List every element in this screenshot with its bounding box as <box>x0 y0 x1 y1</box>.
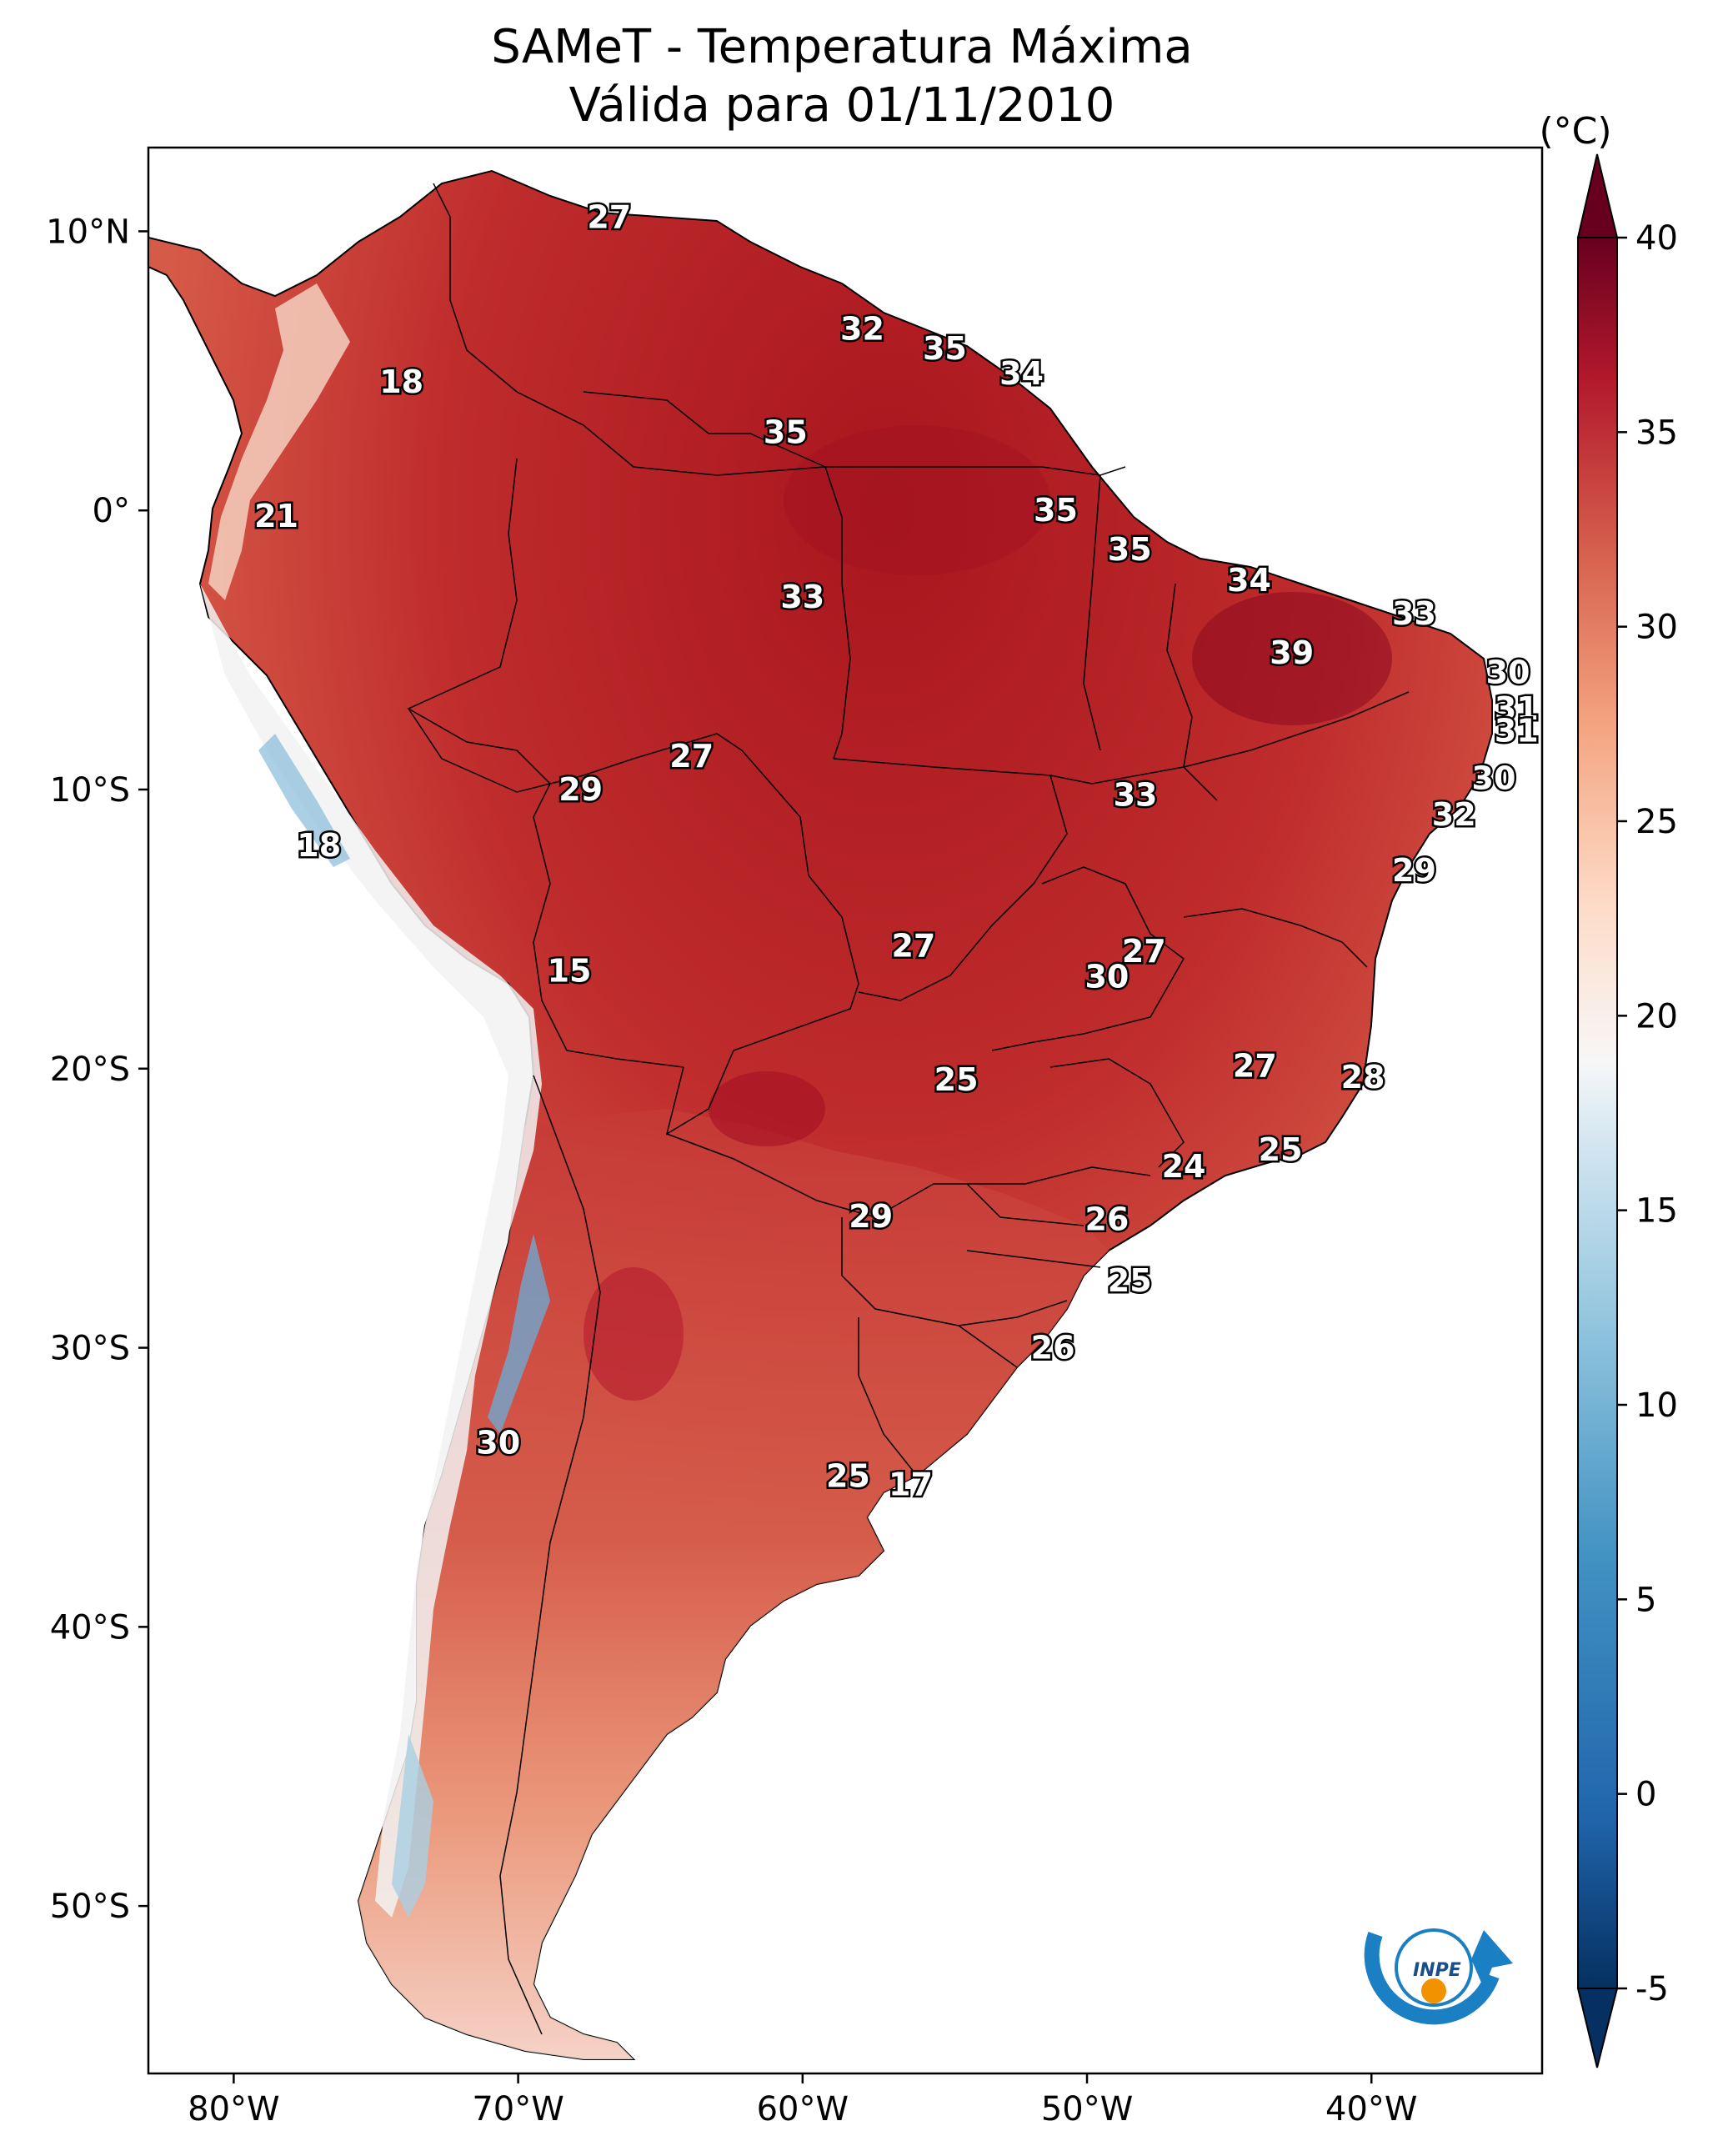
lon-tick-label: 80°W <box>188 2090 279 2128</box>
lat-tick-label: 50°S <box>50 1888 130 1926</box>
colorbar-tick-label: 5 <box>1635 1581 1656 1619</box>
lon-tick-label: 50°W <box>1041 2090 1133 2128</box>
country-borders <box>407 183 1410 2035</box>
city-temperature-label: 27 <box>1233 1047 1277 1084</box>
city-temperature-label: 25 <box>1259 1131 1303 1168</box>
city-temperature-label: 35 <box>1034 492 1078 529</box>
city-temperature-label: 25 <box>1108 1262 1152 1299</box>
colorbar-unit: (°C) <box>1539 110 1611 153</box>
colorbar-bottom-extend <box>1576 1988 1619 2068</box>
lat-tick-label: 40°S <box>50 1608 130 1647</box>
map-title: SAMeT - Temperatura Máxima Válida para 0… <box>0 18 1684 135</box>
lon-tick-label: 40°W <box>1325 2090 1417 2128</box>
city-temperature-label: 34 <box>999 355 1044 392</box>
city-temperature-label: 24 <box>1162 1148 1206 1185</box>
colorbar-tick-label: 15 <box>1635 1192 1678 1231</box>
city-temperature-label: 33 <box>1392 595 1436 632</box>
city-temperature-label: 21 <box>254 498 298 534</box>
city-temperature-label: 33 <box>780 579 824 615</box>
city-temperature-label: 35 <box>1108 531 1152 568</box>
city-temperature-label: 17 <box>889 1467 933 1503</box>
city-temperature-label: 32 <box>1432 796 1476 833</box>
colorbar-body <box>1577 237 1618 1989</box>
city-temperature-label: 33 <box>1114 777 1158 814</box>
city-temperature-label: 30 <box>1084 958 1129 995</box>
city-temperature-label: 27 <box>891 927 935 964</box>
title-line-2: Válida para 01/11/2010 <box>568 78 1115 133</box>
colorbar-top-extend <box>1576 153 1619 238</box>
city-temperature-label: 35 <box>923 330 967 367</box>
city-temperature-label: 39 <box>1270 634 1314 671</box>
colorbar-tick-label: 35 <box>1635 414 1678 452</box>
city-temperature-label: 30 <box>1486 654 1530 690</box>
city-temperature-label: 15 <box>548 953 592 990</box>
title-line-1: SAMeT - Temperatura Máxima <box>491 20 1193 74</box>
city-temperature-label: 32 <box>840 311 884 348</box>
lat-tick-label: 20°S <box>50 1050 130 1089</box>
city-temperature-label: 18 <box>379 364 423 400</box>
logo-ring-icon <box>1395 1928 1473 2007</box>
city-temperature-label: 29 <box>1392 852 1436 889</box>
city-temperature-label: 29 <box>558 771 603 808</box>
colorbar-tick-label: 25 <box>1635 803 1678 841</box>
logo-arrow-icon <box>1471 1930 1513 1988</box>
colorbar-tick-label: 40 <box>1635 219 1678 258</box>
city-temperature-label: 26 <box>1031 1330 1075 1366</box>
city-temperature-label: 29 <box>849 1198 893 1235</box>
city-temperature-label: 28 <box>1341 1059 1385 1096</box>
city-temperature-label: 25 <box>934 1061 979 1098</box>
city-temperature-label: 31 <box>1495 713 1539 750</box>
city-temperature-label: 34 <box>1227 562 1271 599</box>
city-temperature-label: 30 <box>1472 760 1516 797</box>
temperature-field <box>148 169 1493 2060</box>
colorbar: (°C) 40 35 30 25 20 15 10 5 0 -5 <box>1539 110 1678 2068</box>
city-temperature-label: 27 <box>587 199 631 236</box>
city-temperature-label: 35 <box>764 414 808 450</box>
city-temperature-label: 30 <box>476 1424 520 1461</box>
colorbar-ticks: 40 35 30 25 20 15 10 5 0 -5 <box>1617 219 1678 2008</box>
city-temperature-label: 31 <box>1495 690 1539 727</box>
lon-tick-label: 70°W <box>472 2090 563 2128</box>
colorbar-tick-label: -5 <box>1635 1970 1669 2008</box>
logo-text: INPE <box>1413 1960 1461 1981</box>
city-temperature-label: 18 <box>297 827 341 864</box>
colorbar-tick-label: 0 <box>1635 1776 1656 1814</box>
city-temperature-label: 27 <box>1122 933 1166 970</box>
colorbar-tick-label: 10 <box>1635 1386 1678 1425</box>
inpe-logo: INPE <box>1364 1928 1513 2025</box>
city-temperature-label: 25 <box>826 1458 870 1495</box>
logo-swoosh-icon <box>1364 1931 1500 2025</box>
logo-dot-icon <box>1421 1978 1446 2003</box>
city-temperature-label: 27 <box>669 738 714 775</box>
longitude-axis: 80°W 70°W 60°W 50°W 40°W <box>188 2073 1417 2128</box>
lat-tick-label: 10°S <box>50 771 130 810</box>
lat-tick-label: 0° <box>93 492 130 530</box>
lat-tick-label: 30°S <box>50 1330 130 1368</box>
colorbar-tick-label: 30 <box>1635 609 1678 647</box>
colorbar-tick-label: 20 <box>1635 997 1678 1035</box>
lon-tick-label: 60°W <box>757 2090 849 2128</box>
latitude-axis: 10°N 0° 10°S 20°S 30°S 40°S 50°S <box>46 213 148 1926</box>
lat-tick-label: 10°N <box>46 213 130 251</box>
city-temperature-label: 26 <box>1084 1201 1129 1238</box>
